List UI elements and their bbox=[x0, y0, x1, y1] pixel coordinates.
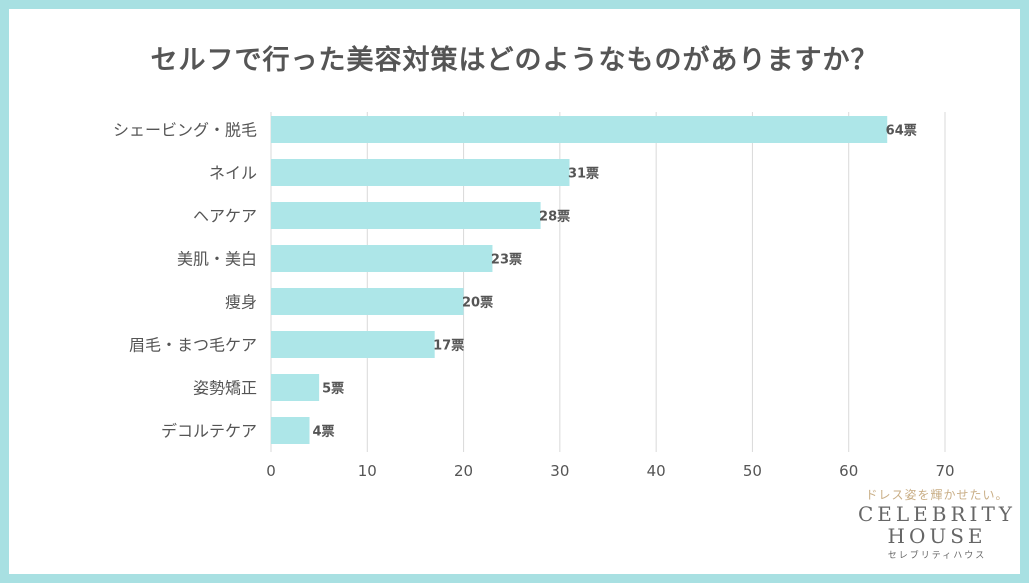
category-label: デコルテケア bbox=[161, 422, 257, 441]
bar bbox=[271, 288, 464, 315]
category-label: 眉毛・まつ毛ケア bbox=[129, 336, 257, 355]
bar bbox=[271, 202, 541, 229]
category-label: シェービング・脱毛 bbox=[113, 121, 257, 140]
x-tick-label: 40 bbox=[647, 462, 666, 480]
category-labels: シェービング・脱毛ネイルヘアケア美肌・美白痩身眉毛・まつ毛ケア姿勢矯正デコルテケ… bbox=[113, 121, 257, 441]
brand-tagline: ドレス姿を輝かせたい。 bbox=[865, 488, 1009, 502]
bar bbox=[271, 245, 493, 272]
brand-name-line2: HOUSE bbox=[887, 524, 987, 548]
grid-lines bbox=[270, 112, 946, 452]
x-tick-label: 70 bbox=[935, 462, 954, 480]
brand-name-line1: CELEBRITY bbox=[858, 502, 1016, 526]
category-label: 姿勢矯正 bbox=[193, 379, 257, 398]
x-tick-label: 50 bbox=[743, 462, 762, 480]
value-label: 17票 bbox=[433, 338, 464, 354]
bar bbox=[271, 159, 570, 186]
value-label: 64票 bbox=[886, 123, 917, 139]
category-label: ヘアケア bbox=[193, 207, 257, 226]
brand-logo: ドレス姿を輝かせたい。 CELEBRITY HOUSE セレブリティハウス bbox=[852, 486, 1022, 561]
x-tick-labels: 0 10 20 30 40 50 60 70 bbox=[266, 462, 954, 480]
value-label: 5票 bbox=[322, 381, 344, 397]
chart-title: セルフで行った美容対策はどのようなものがありますか？ bbox=[150, 45, 879, 76]
x-tick-label: 20 bbox=[454, 462, 473, 480]
value-label: 4票 bbox=[312, 424, 334, 440]
x-tick-label: 60 bbox=[839, 462, 858, 480]
chart-card bbox=[9, 9, 1020, 574]
x-tick-label: 0 bbox=[266, 462, 276, 480]
x-tick-label: 30 bbox=[550, 462, 569, 480]
value-label: 28票 bbox=[539, 209, 570, 225]
bar bbox=[271, 116, 888, 143]
bar bbox=[271, 374, 320, 401]
category-label: 美肌・美白 bbox=[177, 250, 257, 269]
x-tick-label: 10 bbox=[358, 462, 377, 480]
bar bbox=[271, 331, 435, 358]
brand-kana: セレブリティハウス bbox=[887, 551, 987, 561]
category-label: 痩身 bbox=[225, 293, 257, 312]
category-label: ネイル bbox=[209, 164, 257, 183]
value-labels: 64票 31票 28票 23票 20票 17票 5票 4票 bbox=[312, 123, 916, 440]
value-label: 23票 bbox=[491, 252, 522, 268]
value-label: 31票 bbox=[568, 166, 599, 182]
value-label: 20票 bbox=[462, 295, 493, 311]
bars bbox=[271, 116, 888, 444]
bar bbox=[271, 417, 310, 444]
